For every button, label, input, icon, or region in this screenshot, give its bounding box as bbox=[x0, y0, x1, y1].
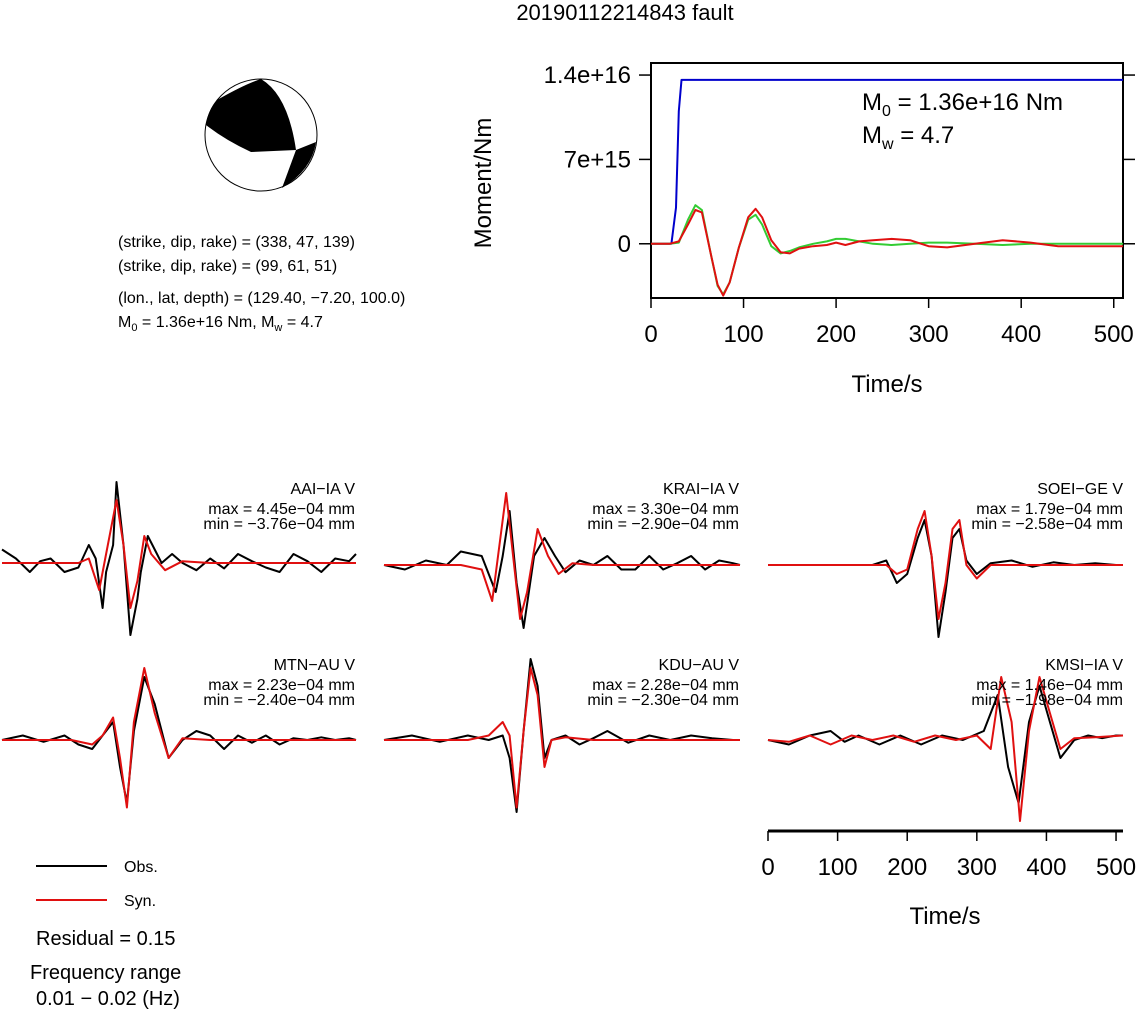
station-min: min = −3.76e−04 mm bbox=[203, 516, 355, 533]
moment-plot: 1.4e+16 7e+15 0 0 100 200 300 400 500 Moment/Nm… bbox=[470, 62, 1135, 398]
moment-x-tick-label: 0 bbox=[644, 321, 657, 348]
waveform-x-tick-label: 0 bbox=[761, 854, 774, 881]
station-name: AAI−IA V bbox=[291, 481, 356, 498]
station-name: KDU−AU V bbox=[659, 657, 740, 674]
moment-series-red bbox=[651, 207, 1123, 297]
station-name: MTN−AU V bbox=[274, 657, 356, 674]
station-max: max = 2.28e−04 mm bbox=[592, 677, 739, 694]
waveform-x-tick-label: 100 bbox=[818, 854, 858, 881]
waveform-syn bbox=[384, 667, 740, 809]
waveform-x-tick-label: 200 bbox=[887, 854, 927, 881]
moment-x-tick-label: 200 bbox=[816, 321, 856, 348]
moment-y-axis-label: Moment/Nm bbox=[470, 118, 497, 249]
moment-x-tick-label: 100 bbox=[724, 321, 764, 348]
waveform-obs bbox=[383, 510, 741, 629]
station-min: min = −2.90e−04 mm bbox=[587, 516, 739, 533]
legend: Obs. Syn. bbox=[36, 859, 158, 910]
moment-y-tick-label: 7e+15 bbox=[564, 146, 631, 173]
station-max: max = 1.46e−04 mm bbox=[976, 677, 1123, 694]
waveform-x-tick-label: 400 bbox=[1026, 854, 1066, 881]
waveform-obs bbox=[768, 519, 1123, 638]
legend-syn-label: Syn. bbox=[124, 893, 156, 910]
frequency-range-value: 0.01 − 0.02 (Hz) bbox=[36, 988, 180, 1009]
figure-title: 20190112214843 fault bbox=[516, 0, 733, 25]
waveform-x-tick-label: 300 bbox=[957, 854, 997, 881]
residual-text: Residual = 0.15 bbox=[36, 928, 176, 950]
mechanism-info: (strike, dip, rake) = (338, 47, 139) (st… bbox=[118, 234, 405, 334]
waveform-x-tick-label: 500 bbox=[1096, 854, 1136, 881]
station-name: SOEI−GE V bbox=[1037, 481, 1123, 498]
station-min: min = −2.40e−04 mm bbox=[203, 692, 355, 709]
moment-x-tick-label: 500 bbox=[1094, 321, 1134, 348]
mechanism-line-3: (lon., lat, depth) = (129.40, −7.20, 100… bbox=[118, 290, 405, 307]
beachball-icon bbox=[204, 78, 318, 192]
moment-x-tick-label: 400 bbox=[1001, 321, 1041, 348]
station-name: KMSI−IA V bbox=[1045, 657, 1123, 674]
mechanism-moment-line: M0 = 1.36e+16 Nm, Mw = 4.7 bbox=[118, 314, 323, 334]
frequency-range-label: Frequency range bbox=[30, 962, 181, 984]
station-max: max = 3.30e−04 mm bbox=[592, 501, 739, 518]
waveform-syn bbox=[2, 667, 356, 809]
moment-plot-frame bbox=[650, 62, 1124, 299]
station-max: max = 4.45e−04 mm bbox=[208, 501, 355, 518]
station-name: KRAI−IA V bbox=[663, 481, 739, 498]
moment-y-tick-label: 0 bbox=[618, 231, 631, 258]
moment-x-ticks: 0 100 200 300 400 500 bbox=[644, 298, 1134, 348]
waveform-x-axis-label: Time/s bbox=[909, 903, 980, 930]
waveform-syn bbox=[2, 499, 356, 609]
moment-x-axis-label: Time/s bbox=[851, 371, 922, 398]
waveform-syn bbox=[768, 510, 1123, 620]
waveform-time-axis: 0 100 200 300 400 500 Time/s bbox=[761, 829, 1136, 930]
moment-series bbox=[651, 78, 1123, 297]
moment-mw-annotation: Mw = 4.7 bbox=[862, 122, 954, 153]
moment-m0-annotation: M0 = 1.36e+16 Nm bbox=[862, 89, 1063, 120]
station-min: min = −2.30e−04 mm bbox=[587, 692, 739, 709]
moment-series-green bbox=[651, 204, 1123, 296]
moment-y-ticks: 1.4e+16 7e+15 0 bbox=[544, 62, 1135, 258]
waveform-syn bbox=[384, 492, 740, 620]
station-max: max = 2.23e−04 mm bbox=[208, 677, 355, 694]
station-min: min = −2.58e−04 mm bbox=[971, 516, 1123, 533]
moment-x-tick-label: 300 bbox=[909, 321, 949, 348]
mechanism-line-1: (strike, dip, rake) = (338, 47, 139) bbox=[118, 234, 355, 251]
waveform-x-ticks: 0 100 200 300 400 500 bbox=[761, 831, 1136, 881]
station-max: max = 1.79e−04 mm bbox=[976, 501, 1123, 518]
legend-obs-label: Obs. bbox=[124, 859, 158, 876]
moment-y-tick-label: 1.4e+16 bbox=[544, 62, 631, 89]
mechanism-line-2: (strike, dip, rake) = (99, 61, 51) bbox=[118, 258, 337, 275]
waveform-syn bbox=[767, 676, 1124, 822]
station-min: min = −1.98e−04 mm bbox=[971, 692, 1123, 709]
